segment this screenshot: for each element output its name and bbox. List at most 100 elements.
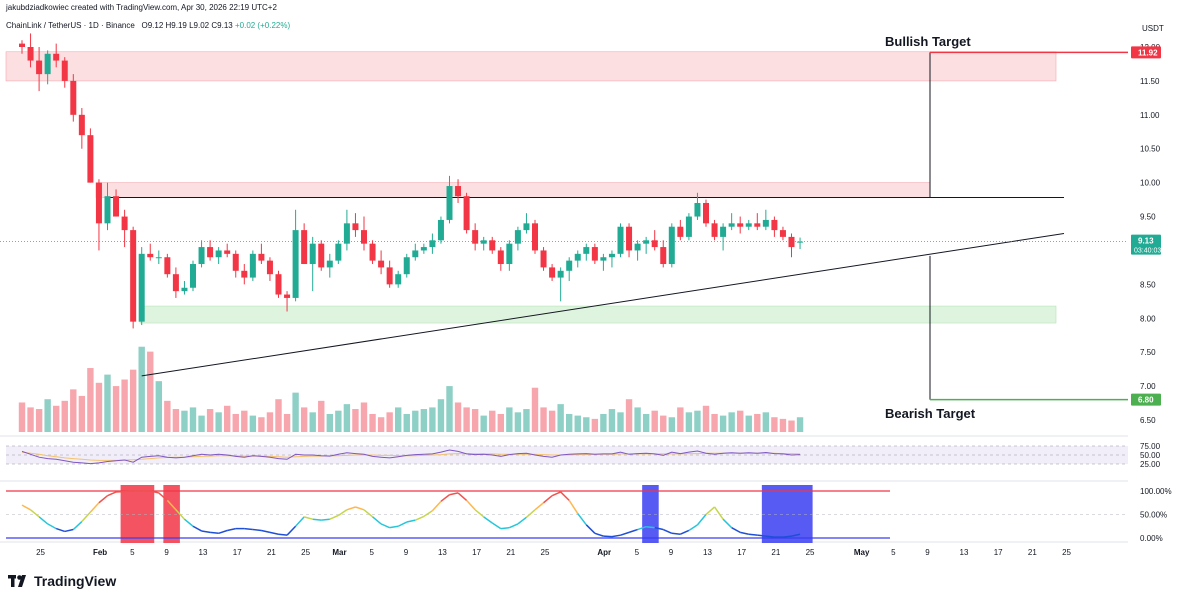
candle-body: [104, 196, 111, 224]
stoch-line-segment: [380, 523, 390, 529]
stoch-line-segment: [414, 515, 425, 521]
candle-body: [694, 202, 701, 217]
candle-body: [249, 253, 256, 278]
candle-body: [232, 253, 239, 271]
stoch-highlight-oversold: [761, 485, 813, 543]
stoch-line-segment: [372, 516, 382, 525]
candle-body: [378, 260, 385, 268]
volume-bar: [489, 410, 496, 432]
rsi-tick-label: 25.00: [1140, 460, 1161, 469]
candle-body: [574, 253, 581, 261]
volume-bar: [531, 387, 539, 432]
x-tick-label: 13: [199, 548, 208, 557]
volume-bar: [719, 415, 727, 432]
stoch-line-segment: [696, 514, 707, 526]
volume-bar: [249, 415, 257, 432]
volume-bar: [44, 399, 51, 432]
stoch-line-segment: [628, 528, 638, 534]
stoch-line-segment: [192, 525, 202, 532]
symbol-info-line: ChainLink / TetherUS · 1D · Binance O9.1…: [6, 21, 290, 30]
volume-bar: [583, 417, 590, 432]
candle-body: [480, 240, 487, 244]
volume-bar: [677, 407, 684, 432]
ohlc-high: H9.19: [165, 21, 187, 30]
volume-bar: [292, 392, 299, 432]
stoch-line-segment: [64, 528, 74, 533]
stoch-line-segment: [81, 511, 91, 523]
ohlc-change: +0.02 (+0.22%): [234, 21, 291, 30]
stoch-line-segment: [517, 516, 527, 525]
volume-bar: [53, 405, 60, 432]
volume-bar: [625, 399, 633, 432]
volume-bar: [566, 413, 573, 432]
candle-body: [121, 216, 128, 231]
volume-bar: [437, 399, 445, 432]
stoch-line-segment: [89, 502, 100, 513]
stoch-line-segment: [782, 535, 792, 538]
candle-body: [608, 253, 615, 258]
volume-bar: [258, 417, 265, 432]
candle-body: [343, 223, 350, 244]
current-price: 9.13: [1138, 237, 1154, 246]
x-tick-label: 13: [960, 548, 969, 557]
stoch-line-segment: [397, 521, 408, 527]
stoch-line-segment: [286, 525, 297, 536]
stoch-line-segment: [646, 525, 655, 529]
candle-body: [711, 223, 718, 237]
bullish-target-price-bg: [1131, 46, 1161, 59]
volume-bar: [377, 417, 385, 432]
volume-bar: [352, 409, 359, 432]
y-tick-label: 9.50: [1140, 213, 1156, 222]
volume-bar: [121, 379, 128, 432]
rsi-line: [21, 449, 801, 465]
candle-body: [643, 240, 650, 244]
volume-bar: [506, 407, 513, 432]
stoch-line-segment: [252, 528, 262, 532]
candle-body: [198, 247, 205, 265]
stoch-line-segment: [568, 499, 579, 514]
candle-body: [514, 230, 521, 244]
stoch-line-segment: [765, 535, 775, 538]
stoch-line-segment: [244, 527, 253, 531]
candle-body: [113, 196, 120, 217]
volume-bar: [326, 413, 333, 432]
stoch-line-segment: [346, 506, 356, 511]
volume-bar: [87, 368, 94, 432]
volume-bar: [480, 415, 487, 432]
stoch-line-segment: [525, 509, 536, 518]
candle-body: [44, 53, 51, 75]
candle-body: [634, 243, 641, 251]
x-tick-label: 5: [370, 548, 375, 557]
stoch-line-segment: [201, 530, 211, 534]
current-price-countdown: 03:40:03: [1134, 248, 1161, 255]
volume-bar: [779, 418, 787, 432]
stoch-line-segment: [594, 532, 604, 537]
stoch-line-segment: [611, 534, 621, 538]
volume-bar: [335, 410, 342, 432]
volume-bar: [78, 395, 86, 432]
candle-body: [779, 230, 786, 237]
volume-bar: [147, 351, 154, 432]
rsi-tick-label: 75.00: [1140, 442, 1161, 451]
x-tick-label: Mar: [332, 548, 346, 557]
y-tick-label: 8.00: [1140, 314, 1156, 323]
candle-body: [506, 243, 513, 265]
candle-body: [591, 247, 598, 261]
stoch-line-segment: [713, 506, 724, 520]
candle-body: [523, 223, 530, 231]
candle-body: [540, 250, 547, 268]
stoch-line-segment: [688, 524, 698, 532]
tradingview-branding[interactable]: TradingView: [8, 572, 116, 590]
bearish-target-price: 6.80: [1138, 396, 1154, 405]
stoch-line-segment: [38, 516, 49, 525]
candle-body: [557, 270, 564, 278]
candle-body: [703, 202, 709, 224]
candle-body: [172, 274, 179, 292]
candle-body: [155, 257, 162, 259]
stoch-line-segment: [474, 509, 485, 518]
symbol-pair[interactable]: ChainLink / TetherUS · 1D · Binance: [6, 21, 135, 30]
y-tick-label: 11.50: [1140, 77, 1160, 86]
volume-bar: [634, 407, 641, 432]
stoch-line-segment: [175, 509, 186, 520]
